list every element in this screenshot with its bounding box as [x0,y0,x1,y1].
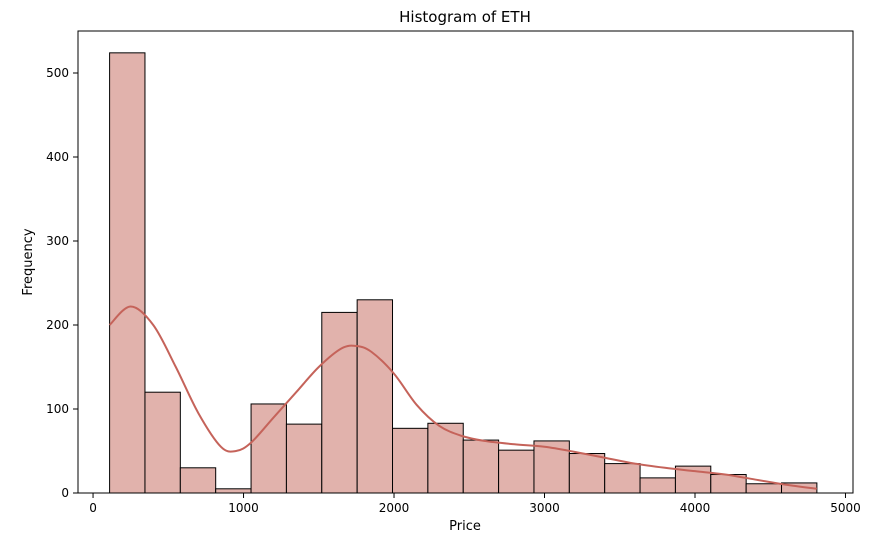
plot-frame [77,30,854,494]
x-tick-label: 5000 [830,501,861,515]
x-tick-label: 1000 [228,501,259,515]
histogram-bar [356,299,394,494]
histogram-bar [639,477,676,494]
y-tick-label: 200 [46,318,69,332]
histogram-bar [392,427,429,494]
y-tick-label: 500 [46,66,69,80]
histogram-bar [321,311,358,494]
x-tick-label: 4000 [680,501,711,515]
x-tick-label: 2000 [379,501,410,515]
x-tick-label: 0 [89,501,97,515]
x-tick-label: 3000 [529,501,560,515]
histogram-bar [604,463,641,494]
histogram-bar [215,488,252,494]
bars-layer [109,52,818,494]
histogram-bar [144,391,181,494]
kde-line [108,305,818,490]
ticks-layer: 0 1000 2000 3000 4000 5000 0 100 200 300 400 500 [46,66,861,515]
x-axis-label: Price [449,519,481,534]
histogram-bar [109,52,146,494]
y-tick-label: 400 [46,150,69,164]
histogram-bar [179,467,217,494]
histogram-bar [462,439,500,494]
y-tick-label: 100 [46,402,69,416]
y-tick-label: 0 [61,486,69,500]
histogram-bar [250,403,287,494]
histogram-bar [745,483,783,494]
histogram-bar [498,449,535,494]
y-axis-label: Frequency [21,228,36,295]
chart-title: Histogram of ETH [399,8,531,26]
histogram-bar [285,423,323,494]
kde-layer [108,305,818,490]
y-tick-label: 300 [46,234,69,248]
histogram-bar [568,453,606,494]
